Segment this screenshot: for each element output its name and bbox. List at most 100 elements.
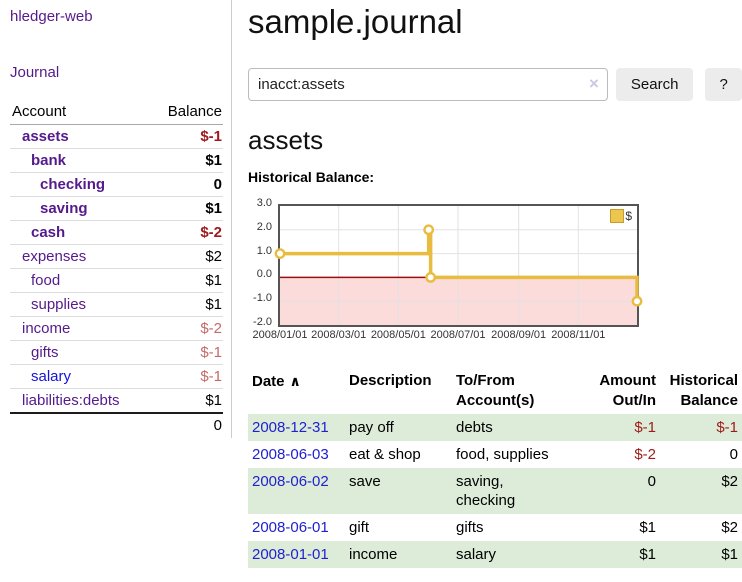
register-tofrom: salary [456,546,497,563]
account-link-saving[interactable]: saving [40,200,88,217]
main-panel: sample.journal × Search ? assets Histori… [248,0,742,568]
search-form: × Search ? [248,68,742,101]
register-tofrom: food, supplies [456,446,549,463]
register-tofrom: gifts [456,519,484,536]
accounts-header-balance: Balance [149,103,223,125]
x-tick-label: 2008/05/01 [370,329,426,341]
register-description: eat & shop [349,446,421,463]
account-balance: $-1 [149,124,223,149]
register-date-link[interactable]: 2008-12-31 [252,419,329,436]
register-row: 2008-01-01 income salary $1 $1 [248,541,742,568]
register-header-description: Description [349,372,432,389]
register-date-link[interactable]: 2008-06-03 [252,446,329,463]
search-input[interactable] [248,68,608,101]
account-balance: $2 [149,244,223,269]
register-header-amount: Amount Out/In [599,372,656,409]
account-link-supplies[interactable]: supplies [31,296,87,313]
sidebar: hledger-web Journal Account Balance asse… [0,0,232,438]
y-tick-label: -1.0 [253,292,272,305]
chart-canvas[interactable] [274,206,643,325]
x-tick-label: 2008/01/01 [252,329,308,341]
account-link-bank[interactable]: bank [31,152,67,169]
chart-title: Historical Balance: [248,169,375,185]
legend-swatch-icon [610,209,625,223]
register-row: 2008-06-01 gift gifts $1 $2 [248,514,742,541]
accounts-total: 0 [149,412,223,437]
account-balance: $-1 [149,364,223,389]
accounts-header-account: Account [10,103,150,125]
account-link-food[interactable]: food [31,272,61,289]
account-row: gifts $-1 [10,340,223,365]
register-balance: $-1 [716,419,738,436]
balance-chart: 3.0 2.0 1.0 0.0 -1.0 -2.0 $ 2008/01/01 2008/03… [248,197,742,344]
account-row: liabilities:debts $1 [10,388,223,414]
account-heading: assets [248,125,324,155]
account-link-checking[interactable]: checking [40,176,106,193]
legend-label: $ [625,209,632,223]
account-balance: $-1 [149,340,223,365]
register-balance: $2 [721,473,738,490]
search-button[interactable]: Search [615,68,694,101]
register-description: gift [349,519,370,536]
accounts-total-spacer [10,412,150,437]
x-tick-label: 2008/11/01 [551,329,606,341]
x-tick-label: 2008/03/01 [311,329,367,341]
account-row: food $1 [10,268,223,293]
chart-plot-area[interactable]: $ [274,204,643,327]
y-tick-label: 1.0 [256,244,272,257]
account-row: income $-2 [10,316,223,341]
register-amount: $1 [639,519,656,536]
register-amount: $-1 [634,419,656,436]
register-balance: $2 [721,519,738,536]
account-balance: $1 [149,148,223,173]
register-balance: 0 [729,446,738,463]
register-row: 2008-06-02 save saving, checking 0 $2 [248,468,742,514]
account-row: cash $-2 [10,220,223,245]
clear-search-icon[interactable]: × [588,74,599,93]
register-row: 2008-12-31 pay off debts $-1 $-1 [248,414,742,441]
register-header-row: Date ∧ Description To/From Account(s) Amo… [248,368,742,414]
register-amount: 0 [647,473,656,490]
account-link-income[interactable]: income [22,320,71,337]
register-tofrom: saving, checking [456,473,516,509]
register-date-link[interactable]: 2008-06-02 [252,473,329,490]
account-row: supplies $1 [10,292,223,317]
account-link-cash[interactable]: cash [31,224,66,241]
register-date-link[interactable]: 2008-01-01 [252,546,329,563]
app-title[interactable]: hledger-web [10,8,93,25]
register-table: Date ∧ Description To/From Account(s) Amo… [248,368,742,568]
register-header-balance: Historical Balance [669,372,738,409]
chart-legend: $ [610,209,632,223]
register-tofrom: debts [456,419,493,436]
x-tick-label: 2008/07/01 [430,329,486,341]
account-link-expenses[interactable]: expenses [22,248,87,265]
register-row: 2008-06-03 eat & shop food, supplies $-2 0 [248,441,742,468]
account-link-liabilities-debts[interactable]: liabilities:debts [22,392,120,409]
account-balance: $-2 [149,220,223,245]
help-button[interactable]: ? [705,68,742,101]
y-tick-label: 2.0 [256,220,272,233]
sort-asc-icon: ∧ [289,373,301,389]
register-header-date[interactable]: Date ∧ [252,373,301,390]
nav-journal-link[interactable]: Journal [10,64,60,81]
account-row: assets $-1 [10,124,223,149]
account-link-assets[interactable]: assets [22,128,69,145]
account-balance: $1 [149,292,223,317]
account-row: saving $1 [10,196,223,221]
account-link-gifts[interactable]: gifts [31,344,59,361]
register-balance: $1 [721,546,738,563]
y-tick-label: 3.0 [256,197,272,209]
account-link-salary[interactable]: salary [31,368,72,385]
accounts-table: Account Balance assets $-1 bank $1 checking 0… [10,103,223,437]
register-description: income [349,546,398,563]
accounts-header-row: Account Balance [10,103,223,125]
account-row: expenses $2 [10,244,223,269]
account-balance: $-2 [149,316,223,341]
register-description: pay off [349,419,394,436]
account-balance: 0 [149,172,223,197]
x-tick-label: 2008/09/01 [491,329,547,341]
chart-y-axis: 3.0 2.0 1.0 0.0 -1.0 -2.0 [248,197,274,328]
register-date-link[interactable]: 2008-06-01 [252,519,329,536]
register-description: save [349,473,381,490]
